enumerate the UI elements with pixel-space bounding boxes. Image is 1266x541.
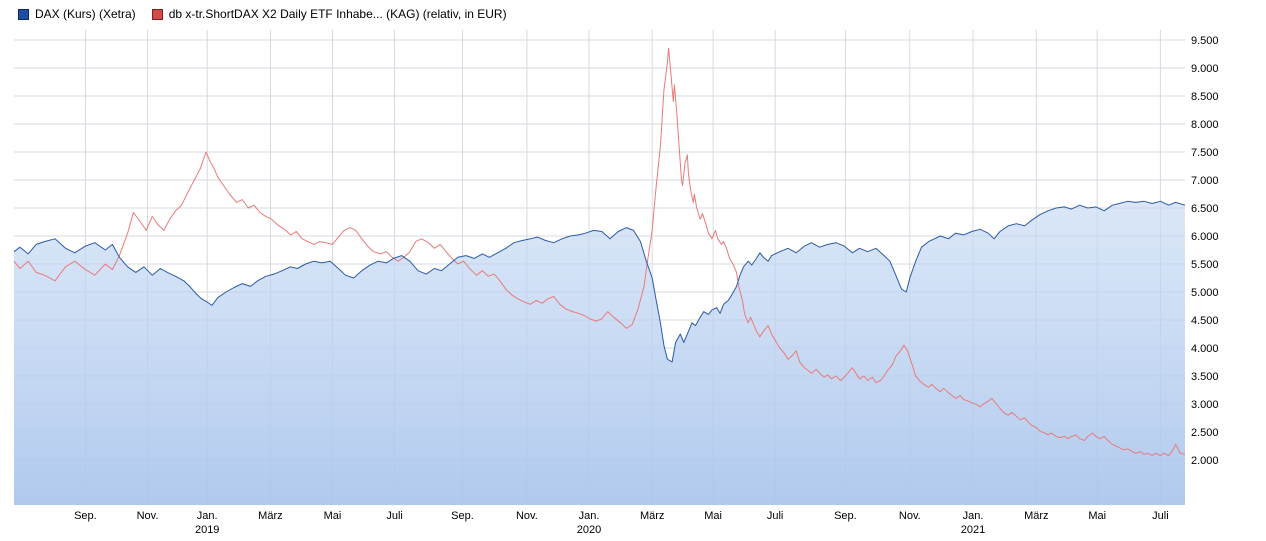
y-axis-tick-label: 8.500 <box>1191 91 1219 103</box>
x-axis-tick-label: Jan. <box>579 510 600 522</box>
shortdax-etf-series-swatch-icon <box>151 8 163 20</box>
x-axis-tick-label: Juli <box>1152 510 1169 522</box>
axis-labels: 9.500 9.000 8.500 8.000 7.500 7.000 6.500 6.000… <box>74 35 1218 536</box>
x-axis-year-label: 2019 <box>195 524 219 536</box>
y-axis-tick-label: 5.000 <box>1191 287 1219 299</box>
x-axis-tick-label: Jan. <box>197 510 218 522</box>
shortdax-etf-line <box>13 47 1186 456</box>
x-axis-year-label: 2020 <box>577 524 601 536</box>
y-axis-tick-label: 7.500 <box>1191 147 1219 159</box>
x-axis-tick-label: März <box>1024 510 1048 522</box>
x-axis-tick-label: März <box>640 510 664 522</box>
x-axis-tick-label: März <box>258 510 282 522</box>
y-axis-tick-label: 2.000 <box>1191 455 1219 467</box>
dax-line <box>13 200 1186 363</box>
y-axis-tick-label: 8.000 <box>1191 119 1219 131</box>
x-axis-tick-label: Nov. <box>137 510 159 522</box>
y-axis-tick-label: 7.000 <box>1191 175 1219 187</box>
x-axis-tick-label: Mai <box>324 510 342 522</box>
dax-series-swatch-icon <box>18 8 29 20</box>
y-axis-tick-label: 4.000 <box>1191 343 1219 355</box>
x-axis-tick-label: Mai <box>704 510 722 522</box>
y-axis-tick-label: 6.500 <box>1191 203 1219 215</box>
legend-item-dax: DAX (Kurs) (Xetra) <box>18 7 136 21</box>
x-axis-tick-label: Juli <box>386 510 403 522</box>
y-axis-tick-label: 3.000 <box>1191 399 1219 411</box>
legend-label-shortdax-etf: db x-tr.ShortDAX X2 Daily ETF Inhabe... … <box>168 7 507 21</box>
x-axis-tick-label: Nov. <box>516 510 538 522</box>
x-axis-tick-label: Sep. <box>74 510 97 522</box>
y-axis-tick-label: 3.500 <box>1191 371 1219 383</box>
y-axis-tick-label: 5.500 <box>1191 259 1219 271</box>
dax-area-fill <box>14 201 1185 506</box>
x-axis-tick-label: Sep. <box>451 510 474 522</box>
x-axis-tick-label: Sep. <box>834 510 857 522</box>
y-axis-tick-label: 4.500 <box>1191 315 1219 327</box>
x-axis-tick-label: Jan. <box>963 510 984 522</box>
y-axis-tick-label: 9.000 <box>1191 63 1219 75</box>
x-axis-tick-label: Nov. <box>899 510 921 522</box>
chart-legend: DAX (Kurs) (Xetra) db x-tr.ShortDAX X2 D… <box>18 7 507 21</box>
y-axis-tick-label: 6.000 <box>1191 231 1219 243</box>
legend-label-dax: DAX (Kurs) (Xetra) <box>35 7 136 21</box>
x-axis-tick-label: Juli <box>767 510 784 522</box>
y-axis-tick-label: 9.500 <box>1191 35 1219 47</box>
y-axis-tick-label: 2.500 <box>1191 427 1219 439</box>
x-axis-year-label: 2021 <box>961 524 985 536</box>
x-axis-tick-label: Mai <box>1088 510 1106 522</box>
legend-item-shortdax-etf: db x-tr.ShortDAX X2 Daily ETF Inhabe... … <box>151 7 507 21</box>
